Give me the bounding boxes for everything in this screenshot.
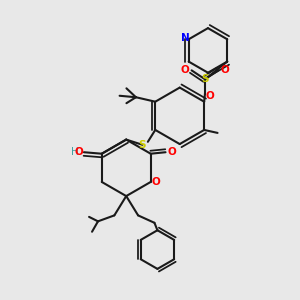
Text: O: O (168, 147, 176, 157)
Text: H: H (70, 147, 78, 157)
Text: S: S (201, 74, 209, 84)
Text: O: O (206, 91, 215, 101)
Text: O: O (220, 65, 229, 75)
Text: O: O (74, 147, 83, 157)
Text: O: O (181, 65, 189, 75)
Text: N: N (181, 33, 190, 43)
Text: S: S (139, 140, 146, 150)
Text: O: O (152, 177, 161, 187)
